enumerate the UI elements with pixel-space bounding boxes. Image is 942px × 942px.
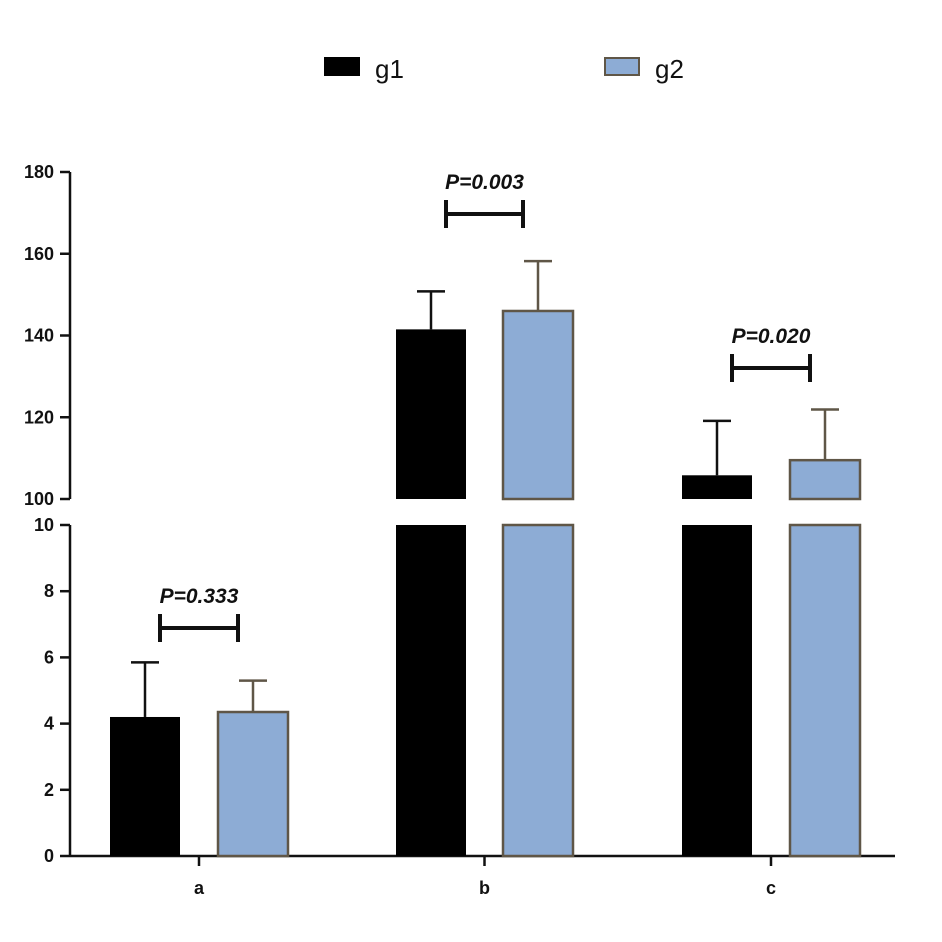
significance-brackets: P=0.333 P=0.003 P=0.020 (158, 171, 812, 642)
bar-g1-b-lower (396, 525, 466, 856)
p-value-label-a: P=0.333 (160, 585, 239, 608)
x-tick-label: c (766, 878, 776, 898)
legend-label-g2: g2 (655, 54, 684, 84)
bar-g2-c-upper (788, 458, 862, 501)
bar-g1-a (110, 716, 180, 856)
y-tick-label: 100 (24, 489, 54, 509)
y-tick-label: 4 (44, 714, 54, 734)
y-tick-label: 10 (34, 515, 54, 535)
p-value-label-b: P=0.003 (445, 171, 524, 194)
axes: 0 2 4 6 8 10 100 120 140 160 180 a b c (24, 162, 895, 898)
p-value-label-c: P=0.020 (732, 325, 811, 348)
x-tick-label: b (479, 878, 490, 898)
bar-g2-b-upper (501, 309, 575, 501)
legend: g1 g2 (324, 54, 684, 84)
y-tick-label: 120 (24, 407, 54, 427)
error-bars (131, 259, 839, 717)
bar-g2-a (216, 710, 290, 858)
bar-g1-c-upper (682, 475, 752, 499)
bar-g2-b-lower (501, 523, 575, 858)
y-tick-label: 6 (44, 647, 54, 667)
bar-g2-c-lower (788, 523, 862, 858)
y-tick-label: 140 (24, 326, 54, 346)
y-tick-label: 8 (44, 581, 54, 601)
legend-label-g1: g1 (375, 54, 404, 84)
legend-swatch-g1 (324, 57, 360, 76)
bar-g1-b-upper (396, 329, 466, 499)
y-tick-label: 0 (44, 846, 54, 866)
y-tick-label: 180 (24, 162, 54, 182)
legend-swatch-g2 (604, 57, 640, 76)
y-tick-label: 160 (24, 244, 54, 264)
x-tick-label: a (194, 878, 205, 898)
bars (110, 309, 862, 858)
y-tick-label: 2 (44, 780, 54, 800)
bar-g1-c-lower (682, 525, 752, 856)
